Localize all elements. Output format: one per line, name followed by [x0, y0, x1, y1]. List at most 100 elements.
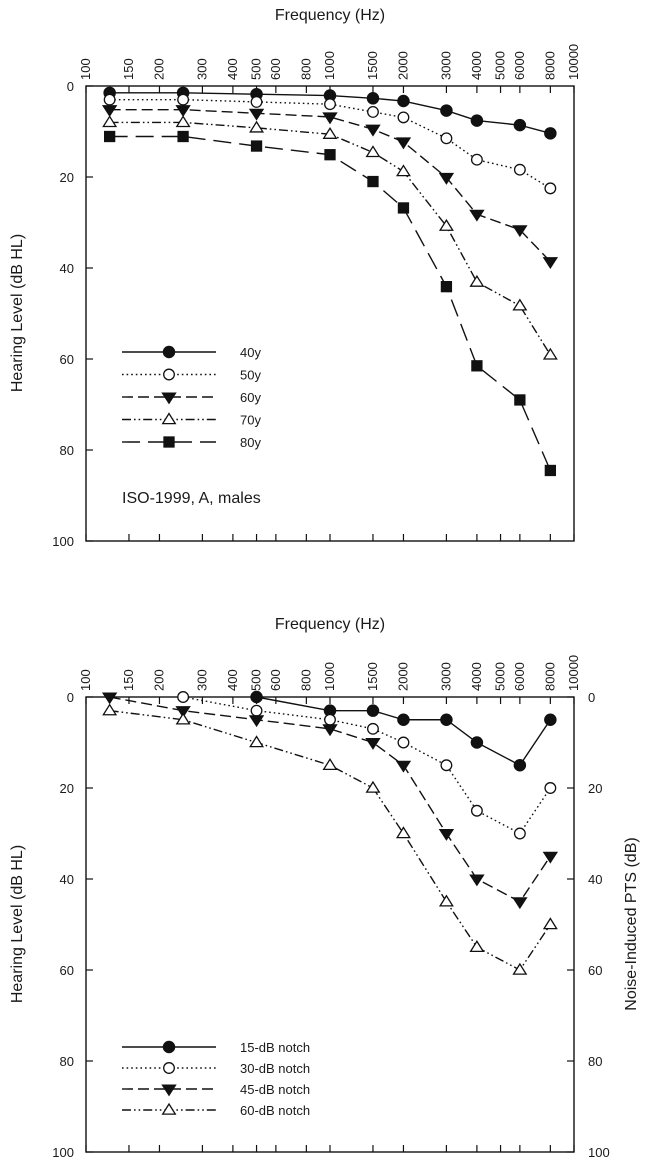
bottom-y-tick-label: 100 [52, 1145, 74, 1160]
bottom-data-point [101, 692, 118, 705]
top-data-point [514, 394, 526, 406]
bottom-x-tick-label: 600 [268, 669, 283, 691]
bottom-data-point [248, 715, 265, 728]
top-data-point [542, 257, 559, 270]
top-data-point [438, 218, 454, 231]
bottom-right-y-tick-label: 80 [588, 1054, 602, 1069]
bottom-data-point [438, 894, 454, 907]
top-x-tick-label: 1500 [365, 51, 380, 80]
bottom-data-point [438, 828, 455, 841]
bottom-right-y-tick-label: 40 [588, 872, 602, 887]
top-x-tick-label: 600 [268, 58, 283, 80]
bottom-x-tick-label: 1500 [365, 662, 380, 691]
top-data-point [248, 108, 265, 121]
bottom-data-point [322, 724, 338, 737]
top-data-point [440, 132, 453, 145]
bottom-data-point [512, 897, 528, 910]
top-data-point [513, 163, 526, 176]
bottom-legend-label-1: 15-dB notch [240, 1040, 310, 1055]
bottom-data-point [469, 940, 485, 952]
top-legend-label-3: 60y [240, 390, 261, 405]
top-series-line-1 [109, 92, 551, 134]
top-data-point [324, 98, 336, 111]
bottom-x-tick-label: 500 [249, 669, 264, 691]
top-x-tick-label: 3000 [438, 51, 453, 80]
bottom-data-point [544, 782, 557, 794]
bottom-legend-label-2: 30-dB notch [240, 1061, 310, 1076]
top-data-point [397, 94, 410, 108]
top-legend-marker-3 [161, 392, 177, 405]
bottom-right-y-tick-label: 100 [588, 1145, 610, 1160]
top-x-tick-label: 8000 [542, 51, 557, 80]
top-legend-marker-5 [163, 436, 175, 448]
top-data-point [395, 137, 412, 150]
bottom-x-axis-title: Frequency (Hz) [275, 616, 385, 633]
bottom-x-tick-label: 100 [78, 669, 93, 691]
bottom-data-point [395, 826, 411, 839]
top-data-point [440, 104, 453, 117]
top-data-point [438, 172, 455, 185]
top-data-point [322, 112, 338, 125]
bottom-x-tick-label: 800 [298, 669, 313, 691]
top-data-point [470, 114, 484, 127]
top-data-point [101, 105, 118, 118]
top-data-point [367, 105, 379, 118]
top-data-point [544, 182, 557, 195]
top-legend-label-1: 40y [240, 345, 261, 360]
top-data-point [469, 274, 485, 287]
top-x-tick-label: 150 [121, 58, 136, 80]
bottom-data-point [175, 712, 191, 725]
bottom-data-point [470, 804, 483, 817]
top-x-tick-label: 5000 [493, 51, 508, 80]
top-x-tick-label: 2000 [395, 51, 410, 80]
bottom-legend-label-3: 45-dB notch [240, 1082, 310, 1097]
top-series-line-3 [109, 108, 551, 263]
bottom-x-tick-label: 1000 [322, 662, 337, 691]
top-data-point [365, 124, 381, 137]
bottom-x-tick-label: 150 [121, 669, 136, 691]
bottom-series-line-4 [109, 709, 551, 971]
bottom-data-point [542, 917, 558, 930]
bottom-data-point [544, 713, 557, 727]
bottom-x-tick-label: 2000 [395, 662, 410, 691]
top-data-point [440, 281, 453, 293]
top-data-point [249, 120, 265, 133]
top-x-tick-label: 6000 [512, 51, 527, 80]
bottom-data-point [365, 780, 381, 793]
bottom-data-point [470, 736, 484, 749]
bottom-data-point [365, 737, 381, 750]
top-x-tick-label: 500 [249, 58, 264, 80]
bottom-x-tick-label: 8000 [542, 662, 557, 691]
bottom-y-axis-title: Hearing Level (dB HL) [9, 845, 26, 1003]
bottom-legend-label-4: 60-dB notch [240, 1103, 310, 1118]
top-y-tick-label: 80 [60, 443, 74, 458]
top-data-point [103, 93, 116, 106]
bottom-series-line-3 [109, 696, 551, 903]
bottom-x-tick-label: 400 [225, 669, 240, 691]
top-data-point [322, 127, 338, 139]
top-legend-label-2: 50y [240, 368, 261, 383]
top-data-point [469, 209, 485, 222]
top-x-tick-label: 200 [151, 58, 166, 80]
bottom-x-tick-label: 10000 [566, 655, 581, 691]
bottom-data-point [102, 703, 118, 716]
top-data-point [250, 95, 263, 108]
bottom-data-point [513, 759, 527, 772]
top-data-point [175, 105, 191, 118]
top-data-point [175, 115, 191, 128]
bottom-x-tick-label: 300 [194, 669, 209, 691]
top-data-point [512, 298, 528, 311]
bottom-data-point [249, 735, 265, 748]
bottom-x-tick-label: 6000 [512, 662, 527, 691]
bottom-data-point [367, 722, 379, 735]
top-data-point [397, 111, 410, 124]
bottom-data-point [440, 759, 453, 772]
bottom-data-point [440, 713, 453, 727]
top-x-tick-label: 300 [194, 58, 209, 80]
bottom-data-point [395, 760, 412, 773]
top-data-point [324, 149, 336, 161]
top-y-axis-title: Hearing Level (dB HL) [9, 234, 26, 392]
top-x-axis-title: Frequency (Hz) [275, 7, 385, 24]
bottom-data-point [250, 690, 263, 704]
